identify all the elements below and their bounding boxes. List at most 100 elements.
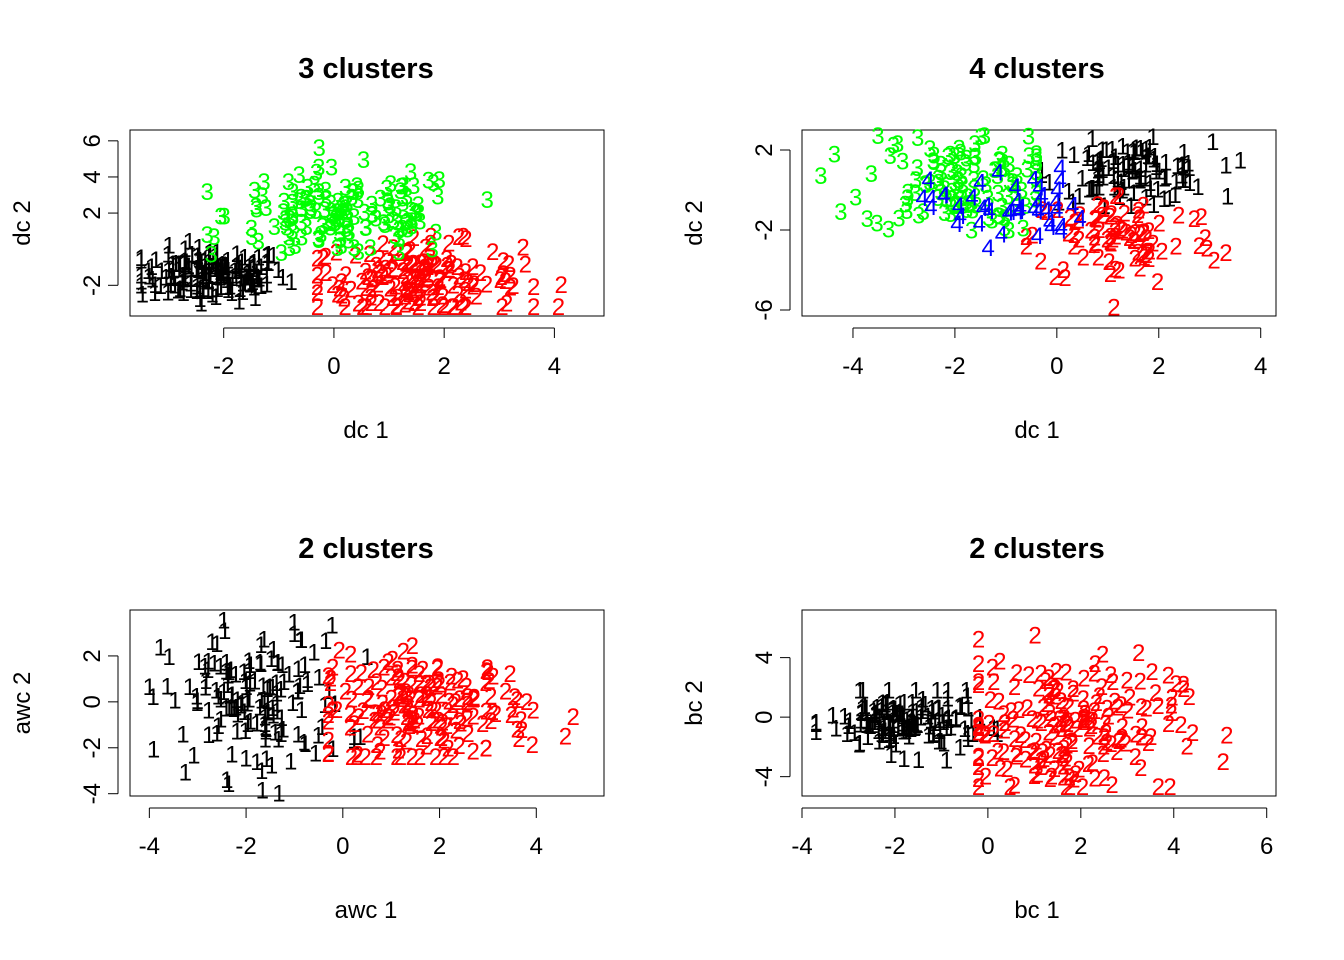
point-cluster-2: 2 — [371, 257, 384, 284]
point-cluster-3: 3 — [319, 177, 332, 204]
point-cluster-1: 1 — [1075, 165, 1088, 192]
x-axis: -2 0 2 4 — [213, 327, 561, 380]
point-cluster-3: 3 — [304, 198, 317, 225]
point-cluster-2: 2 — [1051, 197, 1064, 224]
point-cluster-3: 3 — [309, 198, 322, 225]
point-cluster-3: 3 — [387, 207, 400, 234]
point-cluster-2: 2 — [418, 255, 431, 282]
point-cluster-2: 2 — [351, 674, 364, 701]
point-cluster-3: 3 — [300, 214, 313, 241]
point-cluster-1: 1 — [190, 690, 203, 717]
point-cluster-2: 2 — [442, 257, 455, 284]
point-cluster-2: 2 — [1120, 220, 1133, 247]
point-cluster-3: 3 — [394, 178, 407, 205]
point-cluster-1: 1 — [1234, 147, 1247, 174]
point-cluster-2: 2 — [390, 240, 403, 267]
point-cluster-1: 1 — [213, 265, 226, 292]
point-cluster-2: 2 — [447, 294, 460, 321]
point-cluster-2: 2 — [337, 286, 350, 313]
point-cluster-2: 2 — [527, 274, 540, 301]
point-cluster-1: 1 — [232, 257, 245, 284]
point-cluster-1: 1 — [1139, 185, 1152, 212]
point-cluster-1: 1 — [1128, 158, 1141, 185]
point-cluster-1: 1 — [272, 257, 285, 284]
point-cluster-2: 2 — [440, 253, 453, 280]
point-cluster-2: 2 — [420, 733, 433, 760]
point-cluster-2: 2 — [400, 239, 413, 266]
point-cluster-1: 1 — [1144, 176, 1157, 203]
point-cluster-1: 1 — [1091, 158, 1104, 185]
point-cluster-1: 1 — [236, 271, 249, 298]
point-cluster-4: 4 — [922, 167, 935, 194]
point-cluster-2: 2 — [987, 669, 1000, 696]
point-cluster-3: 3 — [347, 179, 360, 206]
point-cluster-1: 1 — [912, 747, 925, 774]
point-cluster-1: 1 — [218, 255, 231, 282]
point-cluster-3: 3 — [245, 224, 258, 251]
point-cluster-2: 2 — [356, 294, 369, 321]
point-cluster-2: 2 — [365, 290, 378, 317]
point-cluster-2: 2 — [356, 294, 369, 321]
point-cluster-1: 1 — [1092, 157, 1105, 184]
point-cluster-1: 1 — [1098, 193, 1111, 220]
point-cluster-1: 1 — [173, 251, 186, 278]
point-cluster-1: 1 — [1159, 164, 1172, 191]
point-cluster-1: 1 — [134, 245, 147, 272]
point-cluster-3: 3 — [327, 201, 340, 228]
point-cluster-1: 1 — [1136, 139, 1149, 166]
point-cluster-3: 3 — [347, 235, 360, 262]
point-cluster-1: 1 — [184, 256, 197, 283]
point-cluster-3: 3 — [382, 202, 395, 229]
point-cluster-2: 2 — [526, 732, 539, 759]
point-cluster-1: 1 — [1169, 168, 1182, 195]
point-cluster-1: 1 — [220, 767, 233, 794]
point-cluster-3: 3 — [303, 190, 316, 217]
point-cluster-1: 1 — [1127, 138, 1140, 165]
point-cluster-3: 3 — [359, 215, 372, 242]
point-cluster-1: 1 — [1178, 167, 1191, 194]
point-cluster-3: 3 — [404, 159, 417, 186]
point-cluster-1: 1 — [225, 280, 238, 307]
point-cluster-1: 1 — [261, 250, 274, 277]
point-cluster-1: 1 — [1126, 154, 1139, 181]
point-cluster-3: 3 — [218, 203, 231, 230]
point-cluster-1: 1 — [1163, 186, 1176, 213]
y-tick-label: 0 — [751, 710, 778, 723]
point-cluster-2: 2 — [447, 704, 460, 731]
point-cluster-3: 3 — [381, 188, 394, 215]
point-cluster-1: 1 — [176, 267, 189, 294]
point-cluster-1: 1 — [291, 721, 304, 748]
point-cluster-2: 2 — [1028, 622, 1041, 649]
point-cluster-3: 3 — [245, 215, 258, 242]
point-cluster-2: 2 — [1172, 203, 1185, 230]
point-cluster-3: 3 — [305, 195, 318, 222]
point-cluster-1: 1 — [1141, 143, 1154, 170]
x-tick-label: 0 — [327, 353, 340, 380]
point-cluster-2: 2 — [335, 282, 348, 309]
point-cluster-2: 2 — [330, 240, 343, 267]
point-cluster-2: 2 — [1131, 202, 1144, 229]
x-axis-label: dc 1 — [1014, 417, 1059, 444]
point-cluster-3: 3 — [395, 173, 408, 200]
point-cluster-1: 1 — [1139, 137, 1152, 164]
point-cluster-1: 1 — [234, 255, 247, 282]
point-cluster-2: 2 — [423, 250, 436, 277]
point-cluster-3: 3 — [413, 209, 426, 236]
point-cluster-2: 2 — [417, 249, 430, 276]
point-cluster-1: 1 — [1090, 179, 1103, 206]
point-cluster-2: 2 — [497, 248, 510, 275]
point-cluster-3: 3 — [248, 177, 261, 204]
point-cluster-1: 1 — [1066, 189, 1079, 216]
point-cluster-1: 1 — [234, 265, 247, 292]
point-cluster-3: 3 — [259, 195, 272, 222]
point-cluster-1: 1 — [164, 264, 177, 291]
point-cluster-1: 1 — [243, 259, 256, 286]
point-cluster-3: 3 — [325, 155, 338, 182]
point-cluster-1: 1 — [238, 271, 251, 298]
point-cluster-3: 3 — [397, 198, 410, 225]
point-cluster-3: 3 — [286, 202, 299, 229]
point-cluster-1: 1 — [225, 742, 238, 769]
point-cluster-2: 2 — [1035, 197, 1048, 224]
